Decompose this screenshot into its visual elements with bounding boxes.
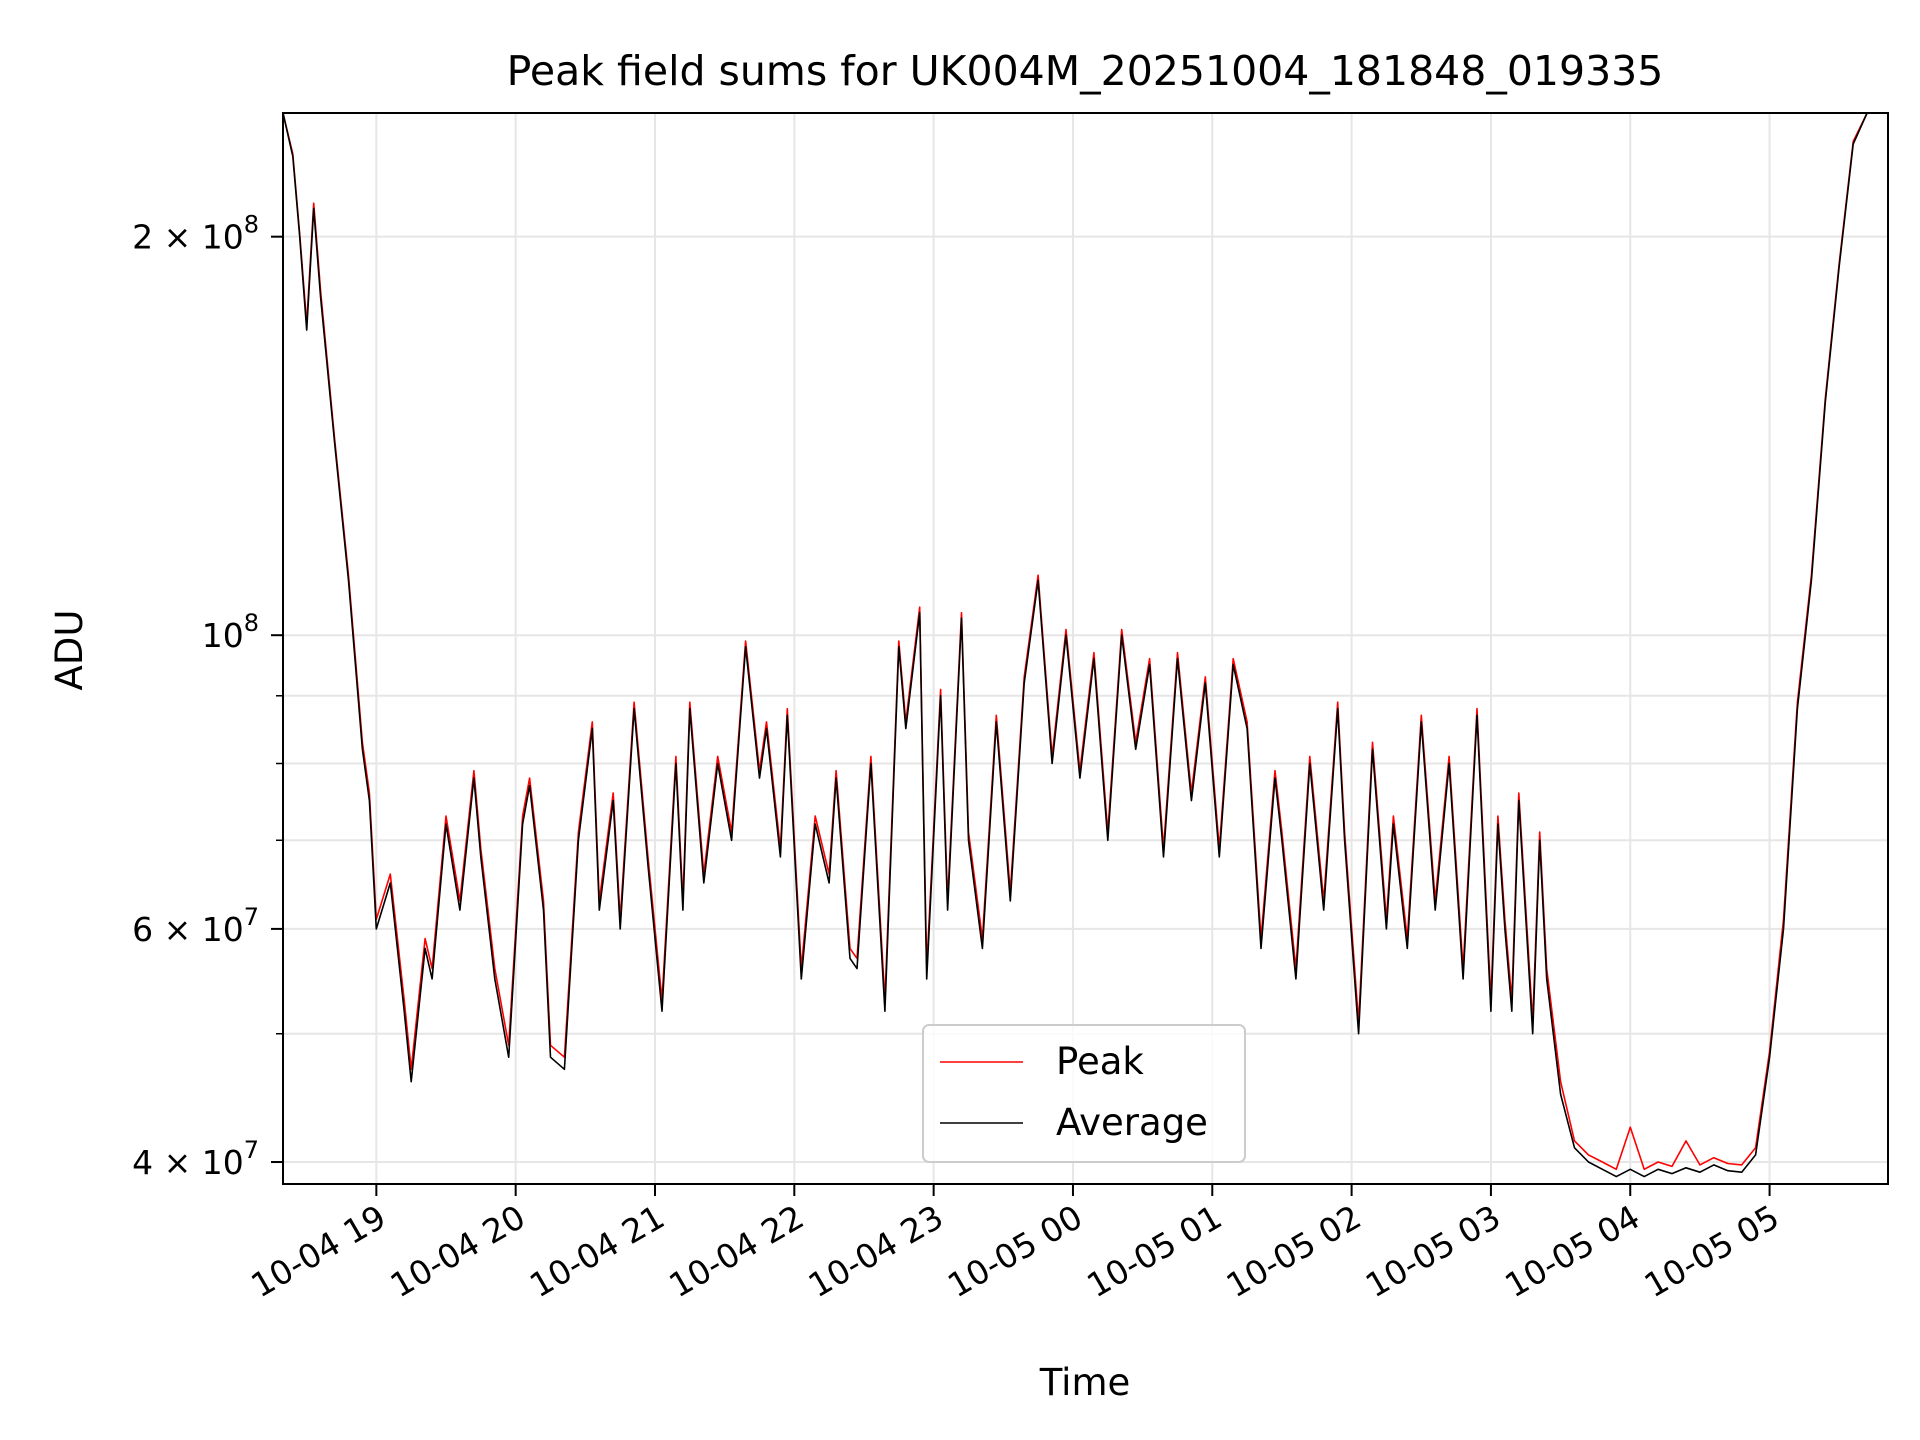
y-tick-label: 6 × 107 [132,903,259,949]
legend-box [922,1024,1246,1163]
y-tick-label: 108 [202,609,259,655]
legend-peak-label: Peak [1056,1040,1144,1083]
legend: Peak Average [922,1024,1246,1163]
y-tick-label: 2 × 108 [132,211,259,257]
x-axis-label: Time [1039,1361,1131,1404]
chart-title: Peak field sums for UK004M_20251004_1818… [507,47,1664,95]
plot-area [282,112,1868,1178]
y-tick-label: 4 × 107 [132,1136,259,1182]
legend-average-label: Average [1056,1101,1208,1144]
series-average-line [282,112,1868,1178]
y-axis-label: ADU [48,610,91,691]
plot-frame [282,112,1889,1185]
grid-lines [283,113,1888,1184]
